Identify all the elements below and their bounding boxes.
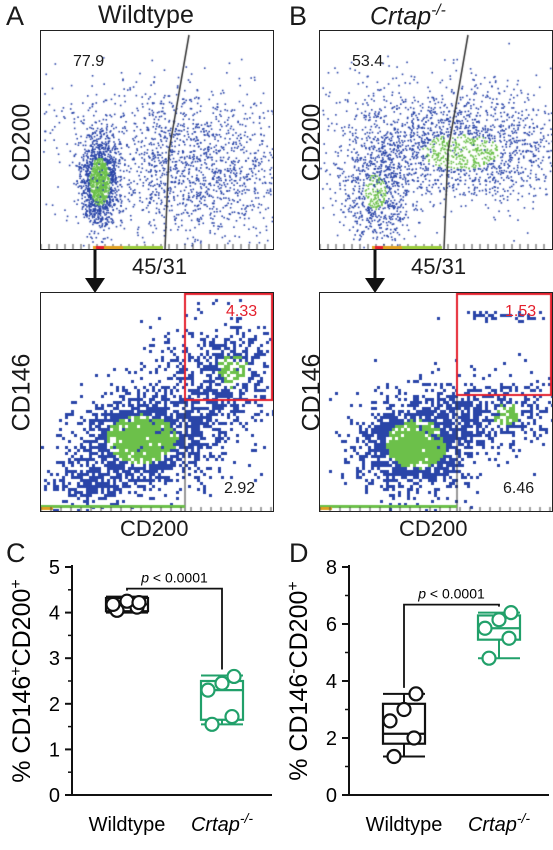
box-plot-c-ytick-label: 0: [49, 785, 60, 807]
box-plot-d-ytick-label: 4: [326, 671, 337, 693]
box-plot-c-data-point: [204, 716, 220, 732]
flow-density-b-bottom: [320, 293, 552, 511]
panel-letter-b: B: [289, 1, 308, 31]
box-plot-d-xtick-label: Crtap-/-: [468, 810, 530, 836]
panel-b-title: Crtap-/-: [370, 3, 446, 29]
flow-plot-b-bottom: [319, 292, 553, 512]
quadrant-value-a-lower-right: 2.92: [224, 480, 256, 497]
quadrant-value-b-lower-right: 6.46: [503, 480, 535, 497]
box-plot-c-xtick-label: Wildtype: [89, 814, 166, 836]
box-plot-d-data-point: [382, 713, 398, 729]
panel-a-top-xlabel: 45/31: [132, 254, 188, 279]
box-plot-c-data-point: [105, 596, 121, 612]
panel-b-top-xlabel: 45/31: [411, 254, 467, 279]
box-plot-d-data-point: [491, 612, 507, 628]
box-plot-d-ytick-label: 0: [326, 785, 337, 807]
box-plot-c-data-point: [131, 594, 147, 611]
box-plot-d-ytick-label: 6: [326, 614, 337, 636]
box-plot-c-data-point: [224, 708, 240, 725]
box-plot-c-pvalue-label: p < 0.0001: [140, 570, 208, 586]
box-plot-d-ytick-label: 8: [326, 557, 337, 579]
box-plot-c-significance-bracket: [126, 587, 223, 670]
box-plot-c-data-point: [200, 682, 216, 698]
gate-value-a-top: 77.9: [73, 53, 105, 70]
gate-value-b-top: 53.4: [352, 53, 384, 70]
box-plot-d-data-point: [386, 748, 402, 765]
panel-b-title-text: Crtap: [370, 2, 432, 31]
panel-b-bottom-xlabel: CD200: [399, 516, 468, 541]
panel-a-bottom-xlabel: CD200: [120, 516, 189, 541]
box-plot-c: 0 1 2 3 4 5 % CD146+CD200+ Wildtype Crtap-/- p < …: [8, 557, 272, 836]
box-plot-c-ytick-label: 5: [49, 557, 60, 579]
box-plot-d-data-point: [503, 604, 519, 621]
box-plot-d-significance-bracket: [403, 603, 500, 688]
quadrant-value-a-upper-right: 4.33: [226, 303, 258, 320]
panel-a-top-ylabel: CD200: [7, 103, 36, 182]
box-plot-c-ytick-label: 3: [49, 648, 60, 670]
box-plot-d: 0 2 4 6 8 % CD146-CD200+ Wildtype Crtap-/- p < 0…: [285, 557, 549, 836]
flow-plot-b-top: [319, 30, 553, 250]
arrow-down-b: [365, 250, 385, 293]
panel-letter-d: D: [289, 538, 309, 568]
panel-letter-a: A: [6, 1, 25, 31]
box-plot-d-data-point: [408, 686, 424, 702]
flow-plot-a-bottom: [40, 292, 274, 512]
box-plot-d-ytick-label: 2: [326, 728, 337, 750]
box-plot-c-ylabel: % CD146+CD200+: [8, 579, 36, 783]
box-plot-c-xtick-label: Crtap-/-: [191, 810, 253, 836]
box-plot-c-ytick-label: 2: [49, 694, 60, 716]
quadrant-value-b-upper-right: 1.53: [505, 303, 537, 320]
panel-letter-c: C: [6, 538, 26, 568]
box-plot-d-data-point: [406, 730, 422, 746]
box-plot-c-data-point: [214, 675, 230, 691]
panel-a-bottom-ylabel: CD146: [7, 353, 36, 432]
box-plot-d-ylabel: % CD146-CD200+: [285, 581, 313, 781]
flow-plot-a-top: [40, 30, 274, 250]
box-plot-d-pvalue-label: p < 0.0001: [417, 586, 485, 602]
box-plot-d-xtick-label: Wildtype: [366, 814, 443, 836]
box-plot-c-data-point: [226, 668, 242, 685]
box-plot-d-data-point: [481, 650, 497, 666]
box-plot-d-data-point: [501, 630, 517, 646]
flow-density-a-top: [41, 31, 273, 249]
box-plot-d-data-point: [477, 620, 493, 636]
box-plot-c-ytick-label: 1: [49, 739, 60, 761]
flow-density-b-top: [320, 31, 552, 249]
panel-a-title: Wildtype: [98, 1, 194, 29]
panel-b-title-sup: -/-: [431, 2, 446, 19]
box-plot-c-ytick-label: 4: [49, 603, 60, 625]
flow-density-a-bottom: [41, 293, 273, 511]
box-plot-d-data-point: [396, 701, 412, 718]
arrow-down-a: [85, 250, 105, 293]
